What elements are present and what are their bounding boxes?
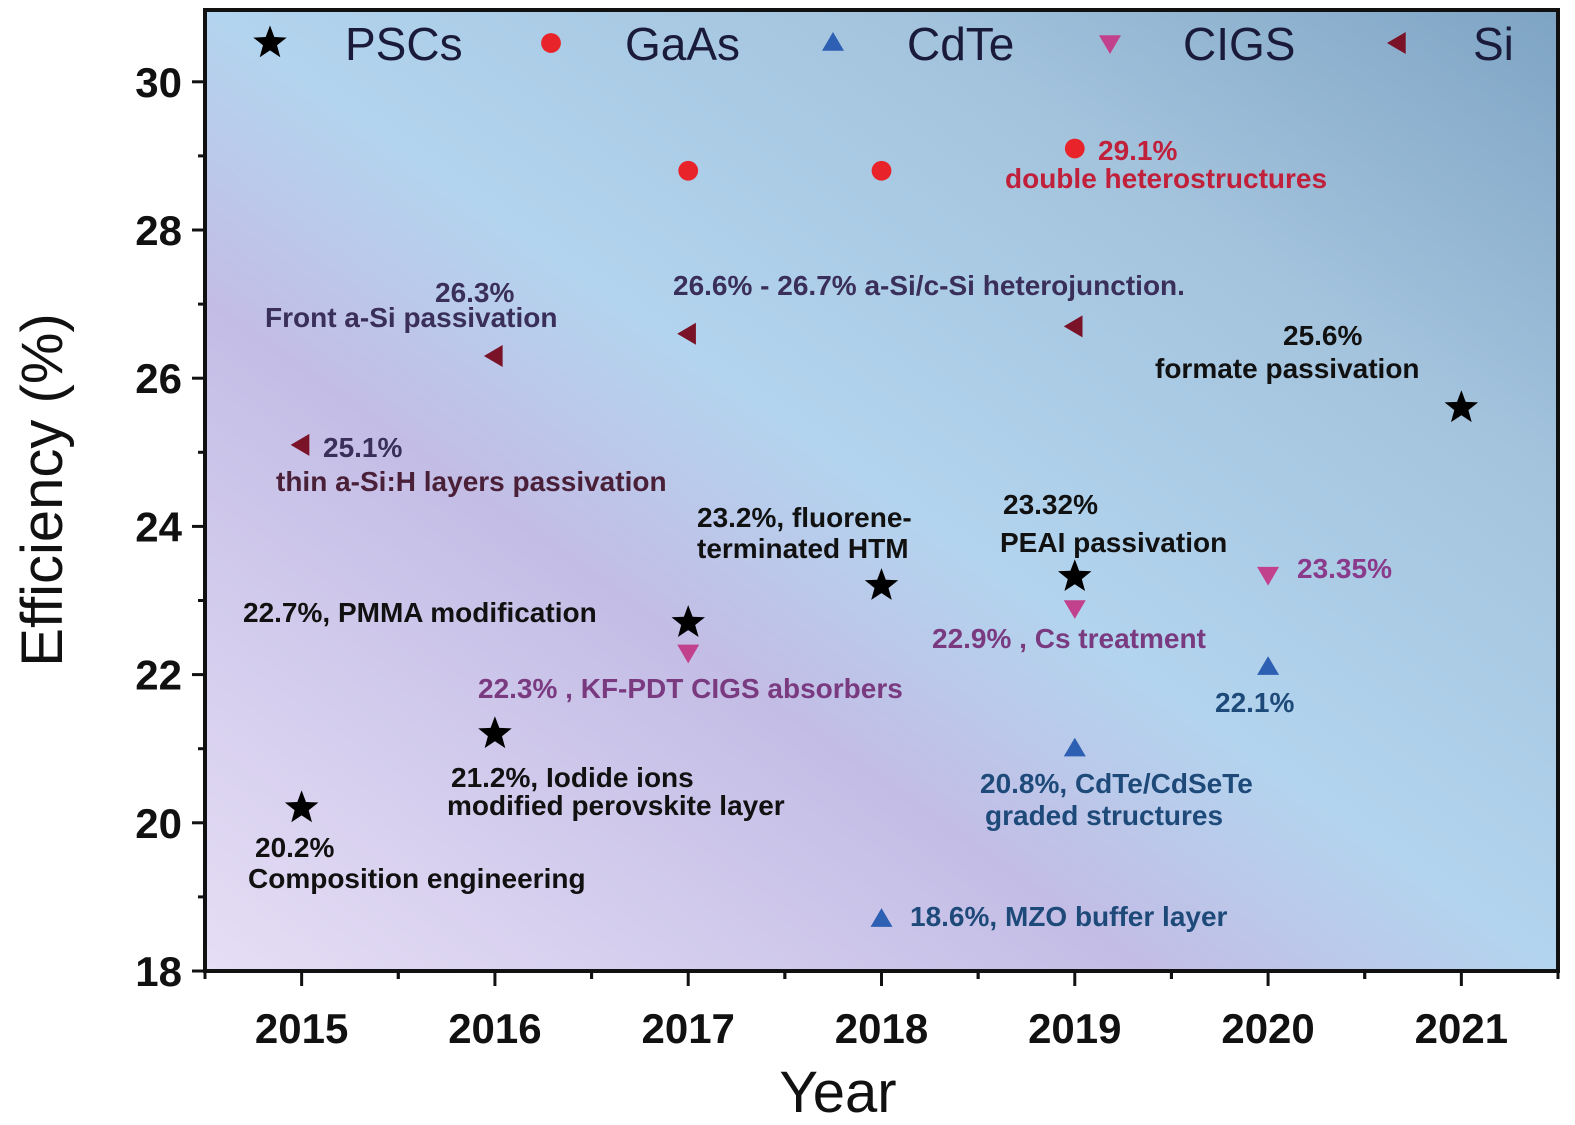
data-point-pscs: [671, 605, 705, 637]
legend-item-gaas: GaAs: [541, 18, 740, 70]
series-si: [290, 315, 1083, 456]
legend-marker-si: [1387, 32, 1406, 54]
annotation: formate passivation: [1155, 353, 1420, 384]
legend-item-pscs: PSCs: [253, 18, 463, 70]
legend-label: CIGS: [1183, 18, 1295, 70]
y-axis-label: Efficiency (%): [10, 313, 75, 666]
data-point-cdte: [870, 908, 893, 927]
annotation: 22.1%: [1215, 687, 1294, 718]
annotation: Front a-Si passivation: [265, 302, 558, 333]
annotation: 22.3% , KF-PDT CIGS absorbers: [478, 673, 903, 704]
x-tick-label: 2015: [255, 1005, 348, 1052]
legend-marker-gaas: [541, 33, 561, 53]
y-tick-label: 18: [135, 948, 182, 995]
annotation: 25.6%: [1283, 320, 1362, 351]
series-cdte: [870, 656, 1280, 927]
x-tick-label: 2018: [835, 1005, 928, 1052]
annotation: 23.35%: [1297, 553, 1392, 584]
annotation: 23.32%: [1003, 489, 1098, 520]
annotation: double heterostructures: [1005, 163, 1327, 194]
annotation: 26.6% - 26.7% a-Si/c-Si heterojunction.: [673, 270, 1185, 301]
data-point-cigs: [1257, 566, 1280, 586]
series-gaas: [678, 138, 1085, 181]
annotation: 29.1%: [1098, 135, 1177, 166]
series-cigs: [677, 566, 1280, 664]
data-point-cdte: [1063, 737, 1086, 757]
legend-marker-cigs: [1099, 35, 1121, 54]
legend-item-cdte: CdTe: [822, 18, 1014, 70]
data-point-pscs: [1444, 390, 1479, 423]
legend-label: Si: [1473, 18, 1514, 70]
annotation: 22.7%, PMMA modification: [243, 597, 597, 628]
annotation: 21.2%, Iodide ions: [451, 762, 694, 793]
annotation: 26.3%: [435, 277, 514, 308]
data-point-cigs: [1063, 600, 1086, 619]
x-tick-label: 2021: [1415, 1005, 1508, 1052]
annotation: 20.2%: [255, 832, 334, 863]
legend-item-cigs: CIGS: [1099, 18, 1295, 70]
y-tick-label: 22: [135, 652, 182, 699]
y-tick-label: 28: [135, 207, 182, 254]
data-point-cigs: [677, 644, 700, 664]
x-tick-label: 2019: [1028, 1005, 1121, 1052]
data-point-pscs: [1058, 559, 1092, 591]
y-tick-label: 26: [135, 355, 182, 402]
data-point-gaas: [1064, 138, 1085, 159]
plot-frame: [203, 8, 1560, 973]
data-point-si: [677, 322, 696, 345]
data-point-pscs: [284, 790, 319, 823]
y-tick-label: 30: [135, 59, 182, 106]
data-point-gaas: [678, 160, 699, 181]
data-point-gaas: [871, 160, 892, 181]
data-point-cdte: [1257, 656, 1280, 675]
data-point-si: [290, 433, 310, 456]
annotation: 23.2%, fluorene-: [697, 502, 912, 533]
annotation: modified perovskite layer: [447, 790, 785, 821]
annotation: Composition engineering: [248, 863, 586, 894]
annotation: graded structures: [985, 800, 1223, 831]
annotation: 22.9% , Cs treatment: [932, 623, 1206, 654]
y-tick-label: 24: [135, 503, 182, 550]
x-tick-label: 2017: [641, 1005, 734, 1052]
data-point-pscs: [478, 716, 512, 749]
legend: PSCs GaAs CdTe CIGS Si: [253, 18, 1514, 70]
legend-item-si: Si: [1387, 18, 1514, 70]
annotation: thin a-Si:H layers passivation: [276, 466, 667, 497]
annotation: 25.1%: [323, 432, 402, 463]
series-pscs: [284, 390, 1479, 823]
x-axis-label: Year: [779, 1060, 896, 1125]
legend-label: CdTe: [907, 18, 1014, 70]
data-point-si: [1063, 315, 1083, 338]
annotation: 20.8%, CdTe/CdSeTe: [980, 768, 1253, 799]
legend-marker-cdte: [822, 32, 844, 51]
legend-label: GaAs: [625, 18, 740, 70]
annotation: terminated HTM: [697, 533, 909, 564]
annotation: 18.6%, MZO buffer layer: [910, 901, 1228, 932]
x-tick-label: 2016: [448, 1005, 541, 1052]
data-point-pscs: [864, 568, 899, 600]
data-point-si: [483, 344, 503, 367]
y-tick-label: 20: [135, 800, 182, 847]
x-tick-label: 2020: [1221, 1005, 1314, 1052]
legend-marker-pscs: [253, 25, 287, 58]
annotation: PEAI passivation: [1000, 527, 1227, 558]
legend-label: PSCs: [345, 18, 463, 70]
